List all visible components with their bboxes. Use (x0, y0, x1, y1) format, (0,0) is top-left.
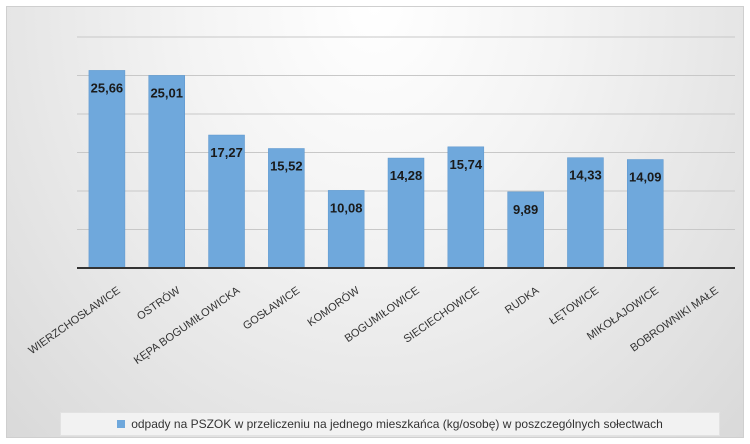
category-label: OSTRÓW (134, 283, 183, 322)
category-label: KOMORÓW (305, 283, 363, 329)
data-label: 14,33 (569, 168, 602, 183)
legend: odpady na PSZOK w przeliczeniu na jedneg… (60, 412, 720, 436)
category-label: RUDKA (503, 284, 542, 316)
gridlines (77, 36, 735, 230)
data-label: 25,01 (150, 85, 183, 100)
data-label: 15,52 (270, 158, 303, 173)
data-label: 17,27 (210, 145, 243, 160)
legend-label: odpady na PSZOK w przeliczeniu na jedneg… (131, 417, 663, 431)
data-label: 25,66 (91, 80, 124, 95)
bars (88, 70, 664, 269)
chart-area: 25,66 25,01 17,27 15,52 10,08 14,28 15,74 9,89 1… (6, 6, 744, 438)
bar (208, 134, 245, 269)
bar (88, 70, 126, 269)
bar (507, 191, 544, 269)
legend-swatch (117, 420, 126, 428)
value-labels: 25,66 25,01 17,27 15,52 10,08 14,28 15,74 9,89 1… (91, 80, 662, 216)
bar (327, 190, 365, 269)
data-label: 14,09 (629, 170, 662, 185)
bar-chart: 25,66 25,01 17,27 15,52 10,08 14,28 15,74 9,89 1… (26, 36, 735, 367)
data-label: 15,74 (450, 157, 483, 172)
category-label: GOSŁAWICE (241, 285, 302, 333)
bar (387, 157, 425, 269)
data-label: 9,89 (513, 202, 538, 217)
bar (627, 159, 664, 269)
bar (447, 146, 485, 269)
data-label: 10,08 (330, 200, 363, 215)
data-label: 14,28 (390, 168, 423, 183)
category-label: ŁĘTOWICE (547, 285, 601, 328)
bar (268, 148, 305, 269)
category-label: WIERZCHOSŁAWICE (26, 285, 122, 357)
bar (148, 75, 185, 269)
category-label: KĘPA BOGUMIŁOWICKA (132, 284, 243, 367)
